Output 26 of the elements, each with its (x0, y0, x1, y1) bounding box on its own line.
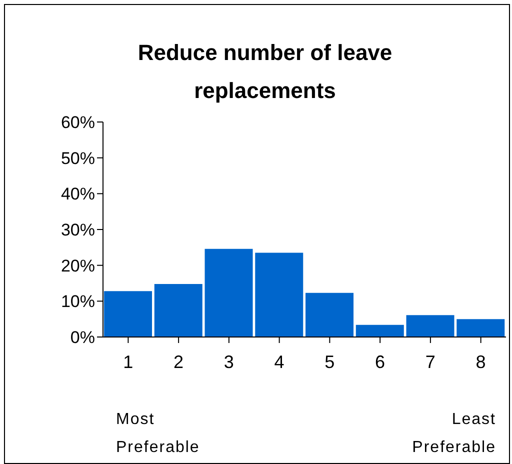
bar (356, 324, 404, 337)
text: Least Preferable (411, 410, 496, 458)
text: Most Preferable (116, 410, 201, 458)
chart-title: Reduce number of leave replacements (136, 39, 394, 105)
bar (406, 315, 454, 337)
bar (204, 248, 253, 337)
x-tick-label: 2 (174, 352, 184, 372)
x-tick-label: 8 (476, 352, 486, 372)
y-tick-label: 50% (60, 148, 95, 168)
bar (104, 291, 152, 337)
bar (306, 292, 354, 337)
bar (255, 252, 304, 337)
y-tick-label: 10% (60, 292, 95, 312)
y-tick-label: 20% (60, 256, 95, 276)
x-tick-label: 3 (224, 352, 234, 372)
x-tick-label: 1 (123, 352, 134, 372)
y-tick-label: 0% (70, 328, 95, 348)
x-tick-label: 7 (425, 352, 436, 372)
bar (154, 284, 202, 337)
y-tick-label: 60% (60, 113, 95, 132)
bar (456, 319, 505, 337)
y-tick-label: 40% (60, 184, 95, 204)
x-tick-label: 4 (274, 352, 284, 372)
y-tick-label: 30% (60, 220, 95, 240)
x-tick-label: 5 (324, 352, 335, 372)
x-tick-label: 6 (375, 352, 386, 372)
